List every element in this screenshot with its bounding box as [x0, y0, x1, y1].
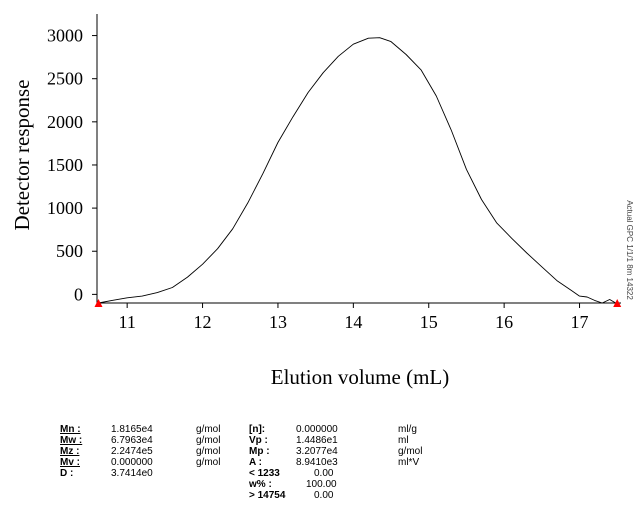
side-note: Actual GPC 1/1/1 8m 14322: [625, 200, 633, 300]
y-tick-label: 500: [56, 241, 83, 261]
y-axis-ticks: 0 500 1000 1500 2000 2500 3000: [47, 26, 97, 304]
x-tick-label: 12: [194, 312, 212, 332]
x-tick-label: 11: [118, 312, 135, 332]
x-tick-label: 17: [571, 312, 589, 332]
y-tick-label: 3000: [47, 26, 83, 46]
marker-layer: [94, 299, 622, 307]
y-tick-label: 2500: [47, 69, 83, 89]
y-axis-label: Detector response: [10, 79, 34, 230]
integration-marker-0: [94, 299, 103, 307]
x-axis-label: Elution volume (mL): [271, 365, 449, 389]
y-tick-label: 1000: [47, 198, 83, 218]
y-tick-label: 2000: [47, 112, 83, 132]
series-line-0: [98, 37, 618, 305]
y-tick-label: 0: [74, 284, 83, 304]
x-axis-ticks: 11 12 13 14 15 16 17: [118, 303, 589, 332]
x-tick-label: 14: [344, 312, 362, 332]
x-tick-label: 16: [495, 312, 513, 332]
series-layer: [98, 37, 618, 305]
x-tick-label: 15: [420, 312, 438, 332]
y-tick-label: 1500: [47, 155, 83, 175]
axes: [96, 14, 621, 304]
x-tick-label: 13: [269, 312, 287, 332]
integration-marker-1: [613, 299, 622, 307]
